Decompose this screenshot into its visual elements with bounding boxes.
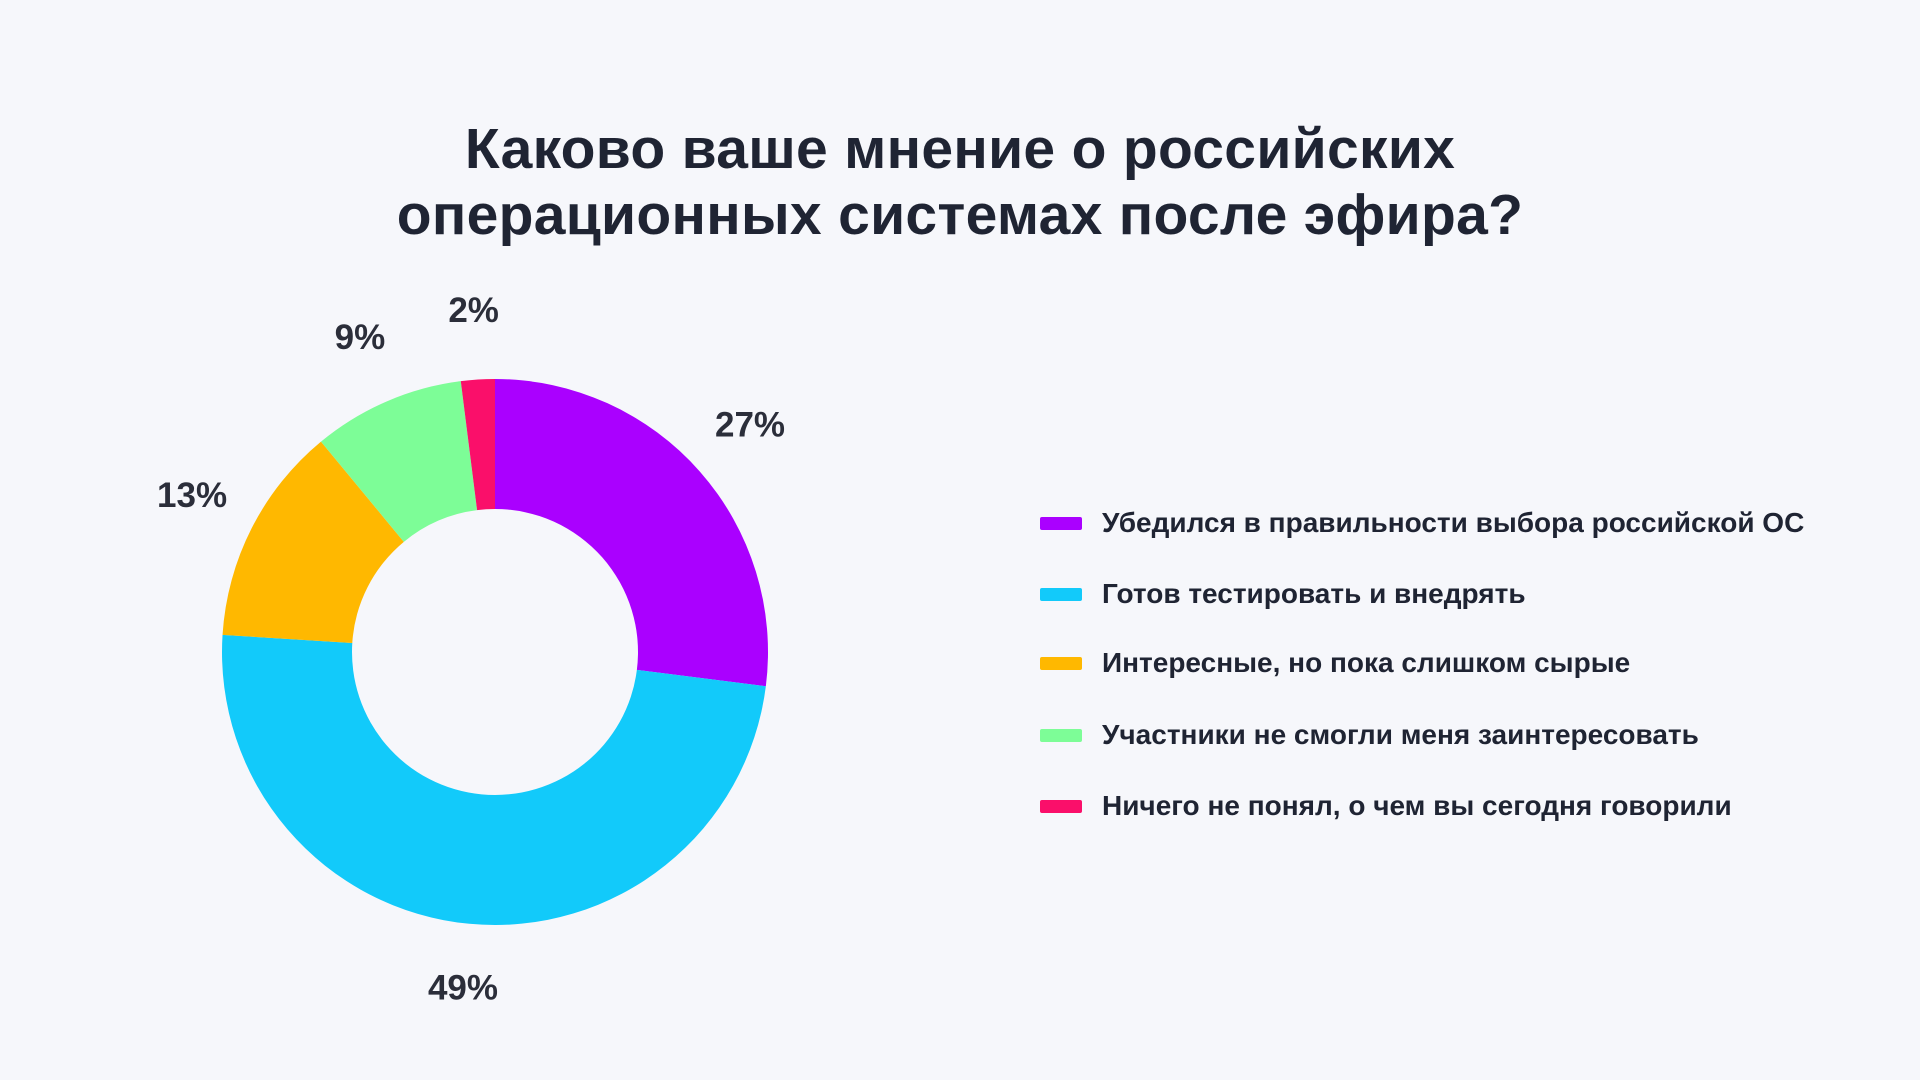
slice-value-label: 49% [428, 969, 498, 1008]
legend-swatch [1040, 587, 1082, 601]
slice-value-label: 2% [448, 291, 499, 330]
chart-title-line-2: операционных системах после эфира? [396, 183, 1524, 248]
slice-value-label: 27% [715, 405, 785, 444]
chart-legend: Убедился в правильности выбора российско… [1040, 505, 1804, 859]
legend-label: Интересные, но пока слишком сырые [1102, 647, 1631, 678]
legend-label: Участники не смогли меня заинтересовать [1102, 719, 1699, 750]
donut-slice [222, 634, 766, 925]
legend-swatch [1040, 516, 1082, 530]
legend-label: Убедился в правильности выбора российско… [1102, 507, 1805, 538]
legend-item: Интересные, но пока слишком сырые [1040, 645, 1804, 681]
donut-slice [460, 379, 495, 511]
legend-swatch [1040, 799, 1082, 813]
donut-slice [495, 379, 768, 687]
legend-label: Ничего не понял, о чем вы сегодня говори… [1102, 790, 1732, 821]
slice-value-label: 9% [335, 318, 386, 357]
chart-title: Каково ваше мнение о российских операцио… [0, 116, 1920, 248]
legend-item: Убедился в правильности выбора российско… [1040, 505, 1804, 541]
legend-item: Готов тестировать и внедрять [1040, 576, 1804, 612]
chart-title-line-1: Каково ваше мнение о российских [464, 117, 1456, 182]
legend-label: Готов тестировать и внедрять [1102, 578, 1526, 609]
donut-slice [222, 441, 404, 644]
legend-item: Ничего не понял, о чем вы сегодня говори… [1040, 788, 1804, 824]
slice-value-label: 13% [157, 476, 227, 515]
legend-swatch [1040, 728, 1082, 742]
legend-swatch [1040, 656, 1082, 670]
donut-slice [320, 381, 478, 542]
legend-item: Участники не смогли меня заинтересовать [1040, 717, 1804, 753]
